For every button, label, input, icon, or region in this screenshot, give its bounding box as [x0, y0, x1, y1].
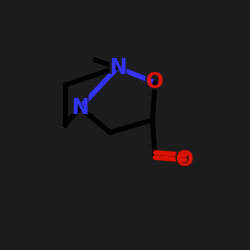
- Text: N: N: [109, 58, 126, 78]
- Text: O: O: [174, 147, 196, 173]
- Text: O: O: [176, 150, 194, 170]
- Text: O: O: [146, 72, 164, 92]
- Text: N: N: [69, 94, 91, 120]
- Text: N: N: [106, 54, 128, 80]
- Text: O: O: [144, 70, 166, 96]
- Text: N: N: [71, 98, 89, 117]
